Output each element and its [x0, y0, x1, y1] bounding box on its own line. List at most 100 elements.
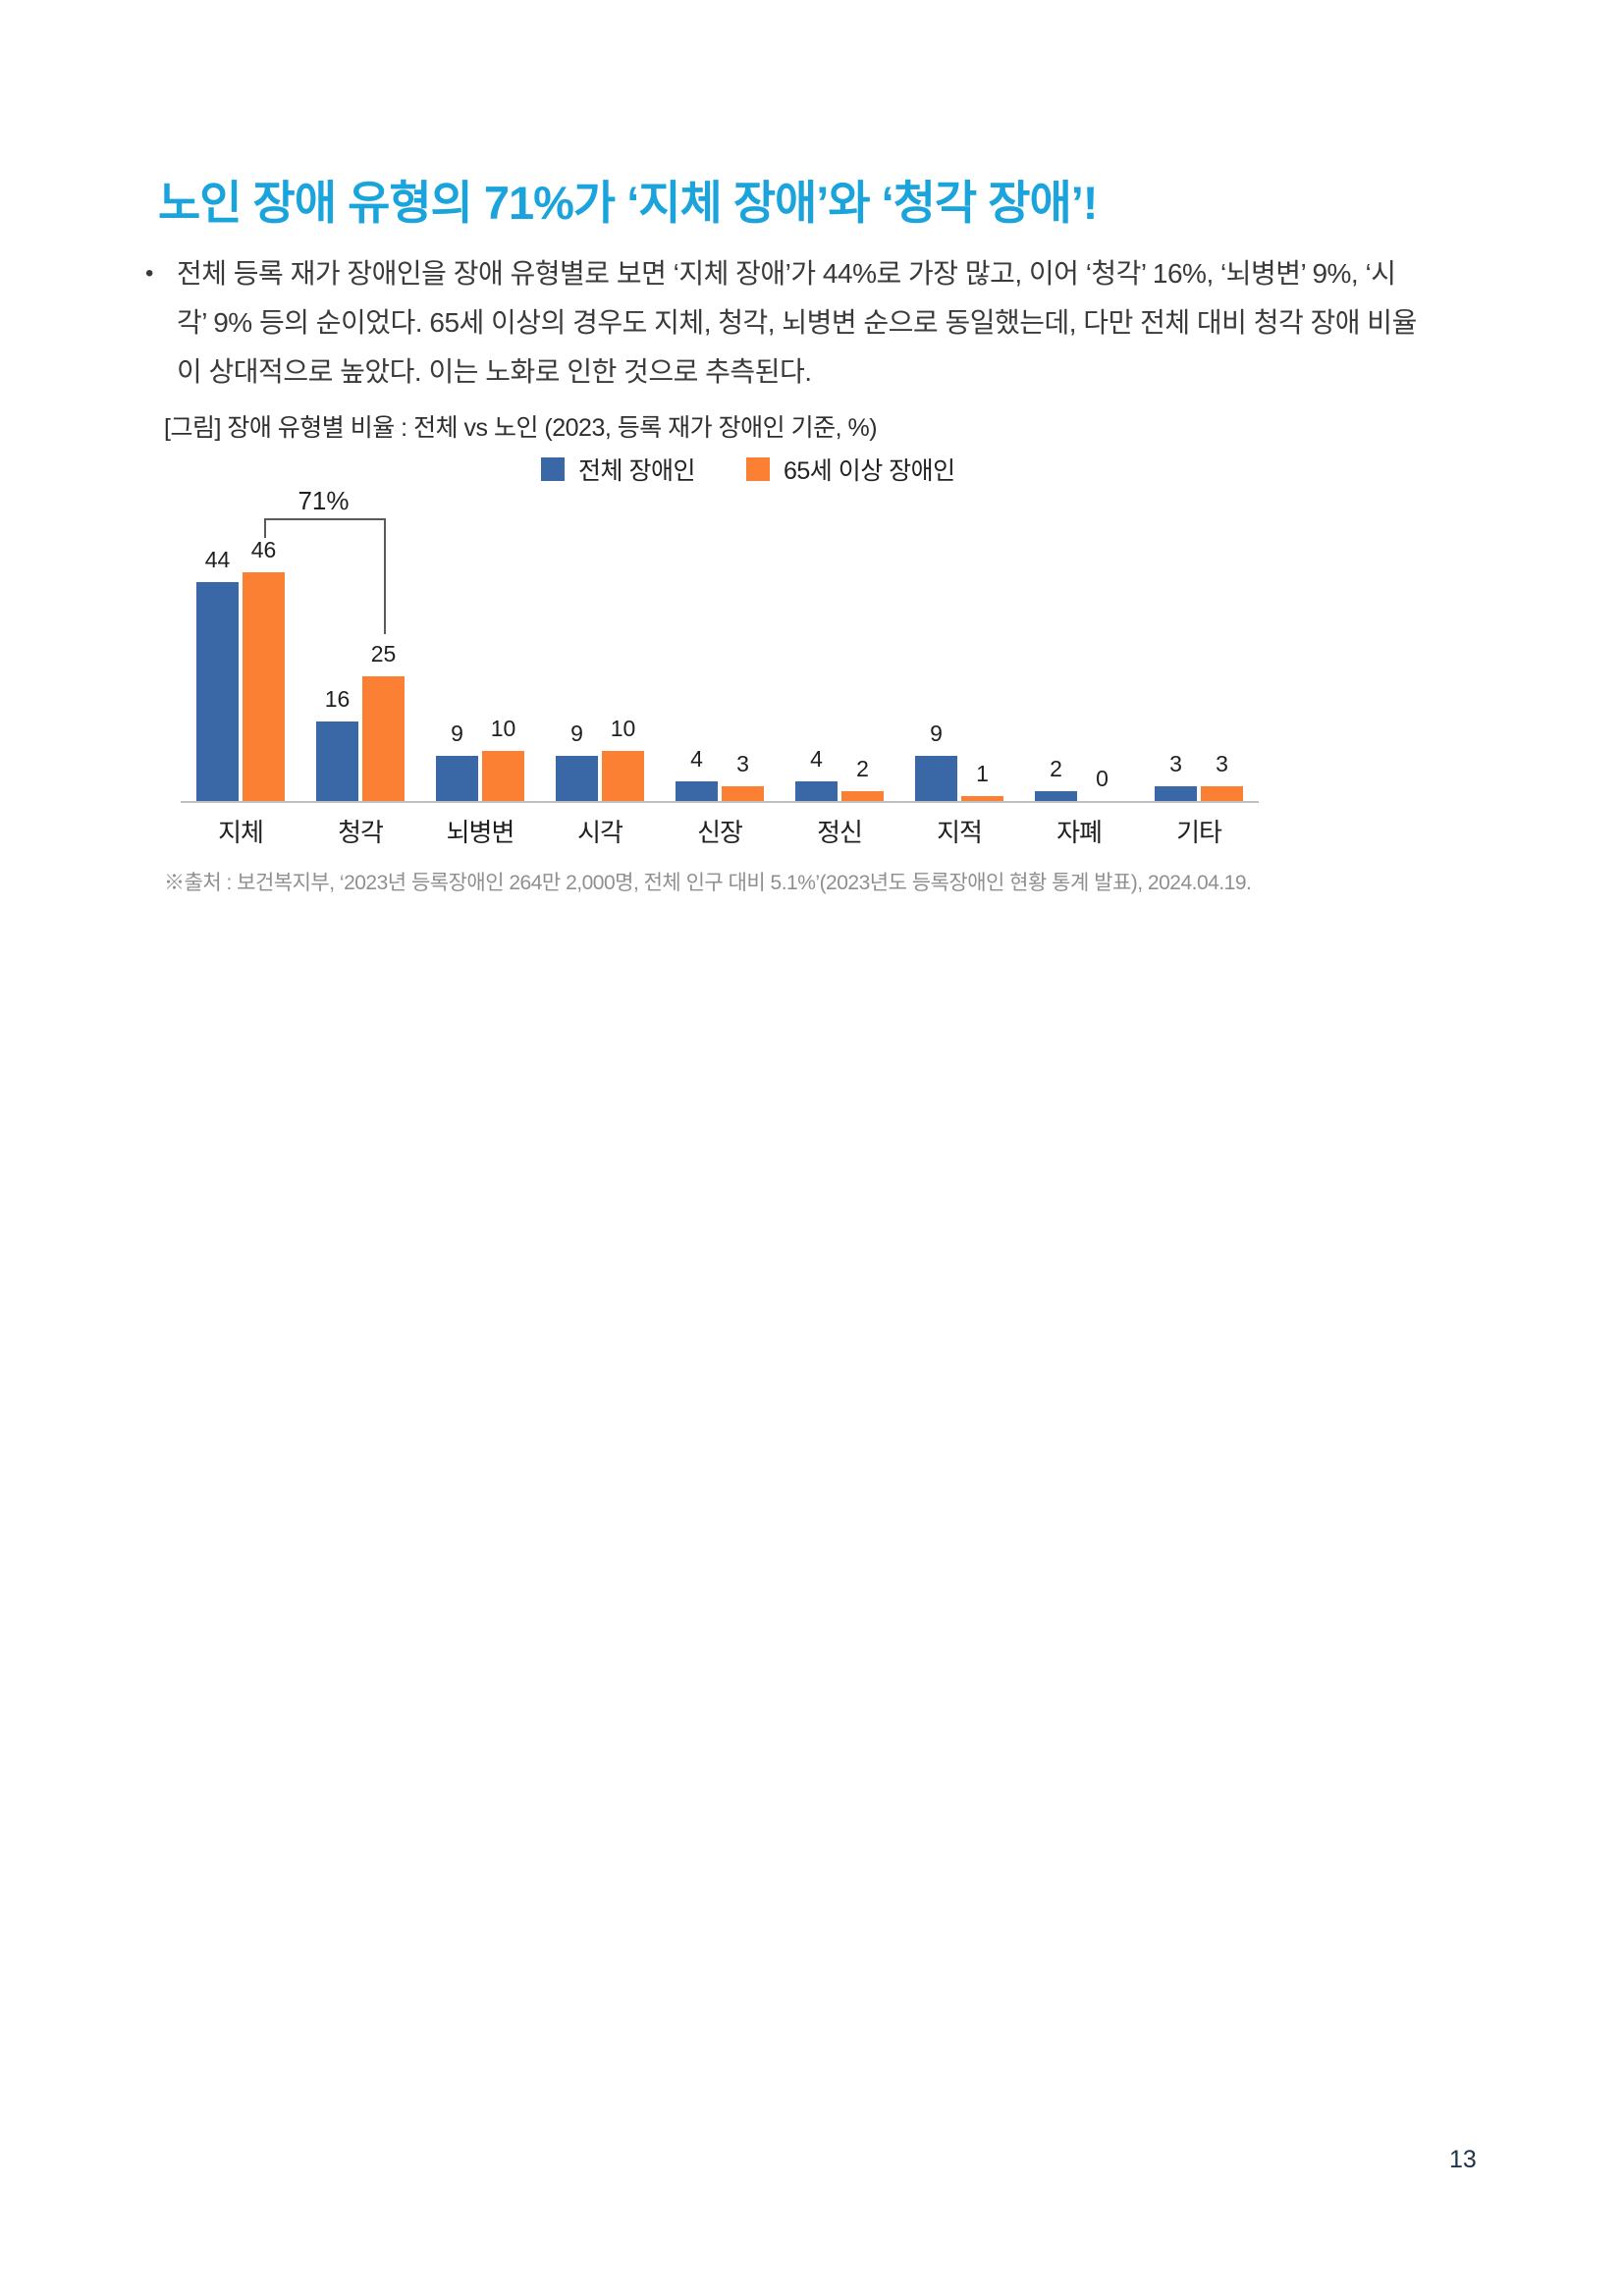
bar-column: 3 [1155, 753, 1197, 801]
bar [961, 796, 1003, 801]
bar-column: 9 [915, 722, 957, 801]
bar [841, 791, 884, 801]
bracket-right-tick [383, 518, 386, 634]
bar-value-label: 9 [930, 721, 943, 746]
category-label: 시각 [577, 818, 623, 847]
category-label: 신장 [697, 818, 743, 847]
bar [243, 572, 285, 801]
bar-column: 9 [556, 722, 598, 801]
bar [1155, 786, 1197, 801]
bar-pair: 9 10 [556, 718, 644, 801]
bar [196, 582, 239, 801]
bar [795, 781, 838, 801]
chart-group: 9 10 [540, 488, 660, 801]
bar-value-label: 2 [1050, 756, 1062, 781]
category-label: 기타 [1176, 818, 1222, 847]
bar-value-label: 9 [451, 721, 463, 746]
bar-value-label: 4 [690, 746, 703, 772]
bar-pair: 9 10 [436, 718, 524, 801]
legend-swatch [541, 457, 565, 481]
bar [316, 721, 358, 801]
bar-value-label: 3 [1216, 751, 1228, 776]
bar-value-label: 3 [1169, 751, 1182, 776]
summary-line: 각’ 9% 등의 순이었다. 65세 이상의 경우도 지체, 청각, 뇌병변 순… [177, 307, 1417, 338]
chart-category-axis: 지체 청각 뇌병변 시각 신장 정신 지적 자폐 기타 [181, 813, 1259, 849]
chart-group: 44 46 [181, 488, 300, 801]
bar [1035, 791, 1077, 801]
summary-paragraph: • 전체 등록 재가 장애인을 장애 유형별로 보면 ‘지체 장애’가 44%로… [143, 249, 1538, 397]
bar-pair: 44 46 [196, 539, 285, 801]
bar-column: 2 [1035, 758, 1077, 801]
bar-value-label: 25 [370, 641, 397, 667]
legend-item: 65세 이상 장애인 [745, 452, 955, 487]
bar-value-label: 46 [250, 537, 277, 562]
summary-line: 전체 등록 재가 장애인을 장애 유형별로 보면 ‘지체 장애’가 44%로 가… [177, 258, 1396, 289]
bar [915, 756, 957, 801]
category-label: 자폐 [1056, 818, 1103, 847]
bracket-annotation-label: 71% [298, 486, 350, 515]
chart-legend: 전체 장애인 65세 이상 장애인 [541, 452, 955, 487]
bar-column: 0 [1081, 768, 1123, 801]
bar [722, 786, 764, 801]
bar-value-label: 0 [1096, 766, 1109, 791]
bar-value-label: 16 [324, 686, 351, 712]
legend-label: 65세 이상 장애인 [783, 457, 955, 485]
page-title: 노인 장애 유형의 71%가 ‘지체 장애’와 ‘청각 장애’! [158, 177, 1098, 229]
bar [482, 751, 524, 801]
bar-column: 10 [482, 718, 524, 801]
bracket-line [263, 518, 384, 520]
bar-value-label: 1 [976, 761, 989, 786]
bar [602, 751, 644, 801]
bar-chart: 44 46 16 25 9 10 9 10 4 3 4 2 9 1 2 0 3 3 지체 청각 뇌병변 시각 신장 정신 지적… [181, 488, 1259, 861]
bar-column: 25 [362, 643, 405, 801]
bar-pair: 16 25 [316, 643, 405, 801]
bar [436, 756, 478, 801]
page-number: 13 [1449, 2146, 1477, 2173]
bar-column: 44 [196, 549, 239, 801]
bar-column: 9 [436, 722, 478, 801]
bar-column: 1 [961, 763, 1003, 801]
bar-column: 4 [676, 748, 718, 801]
category-label: 지적 [937, 818, 983, 847]
bar [1201, 786, 1243, 801]
legend-label: 전체 장애인 [578, 457, 695, 485]
category-label: 뇌병변 [446, 818, 515, 847]
bracket-left-tick [263, 518, 266, 538]
bar [362, 676, 405, 801]
chart-group: 16 25 [300, 488, 420, 801]
bar-value-label: 3 [736, 751, 749, 776]
bar-value-label: 9 [570, 721, 583, 746]
bullet-icon: • [145, 260, 153, 287]
bar-column: 10 [602, 718, 644, 801]
bar-value-label: 44 [204, 547, 231, 572]
source-note: ※출처 : 보건복지부, ‘2023년 등록장애인 264만 2,000명, 전… [164, 872, 1252, 894]
bar [556, 756, 598, 801]
category-label: 청각 [338, 818, 384, 847]
bar-value-label: 4 [810, 746, 823, 772]
legend-swatch [745, 457, 770, 481]
category-label: 지체 [218, 818, 264, 847]
figure-caption: [그림] 장애 유형별 비율 : 전체 vs 노인 (2023, 등록 재가 장… [164, 414, 878, 442]
bar-column: 2 [841, 758, 884, 801]
summary-line: 이 상대적으로 높았다. 이는 노화로 인한 것으로 추측된다. [177, 356, 812, 387]
legend-item: 전체 장애인 [541, 452, 695, 487]
bar-value-label: 10 [610, 716, 636, 741]
bar-value-label: 2 [856, 756, 869, 781]
bar-column: 3 [722, 753, 764, 801]
bar-value-label: 10 [490, 716, 516, 741]
bar [676, 781, 718, 801]
bar-column: 16 [316, 688, 358, 801]
bar-column: 3 [1201, 753, 1243, 801]
bar-column: 4 [795, 748, 838, 801]
bar-column: 46 [243, 539, 285, 801]
